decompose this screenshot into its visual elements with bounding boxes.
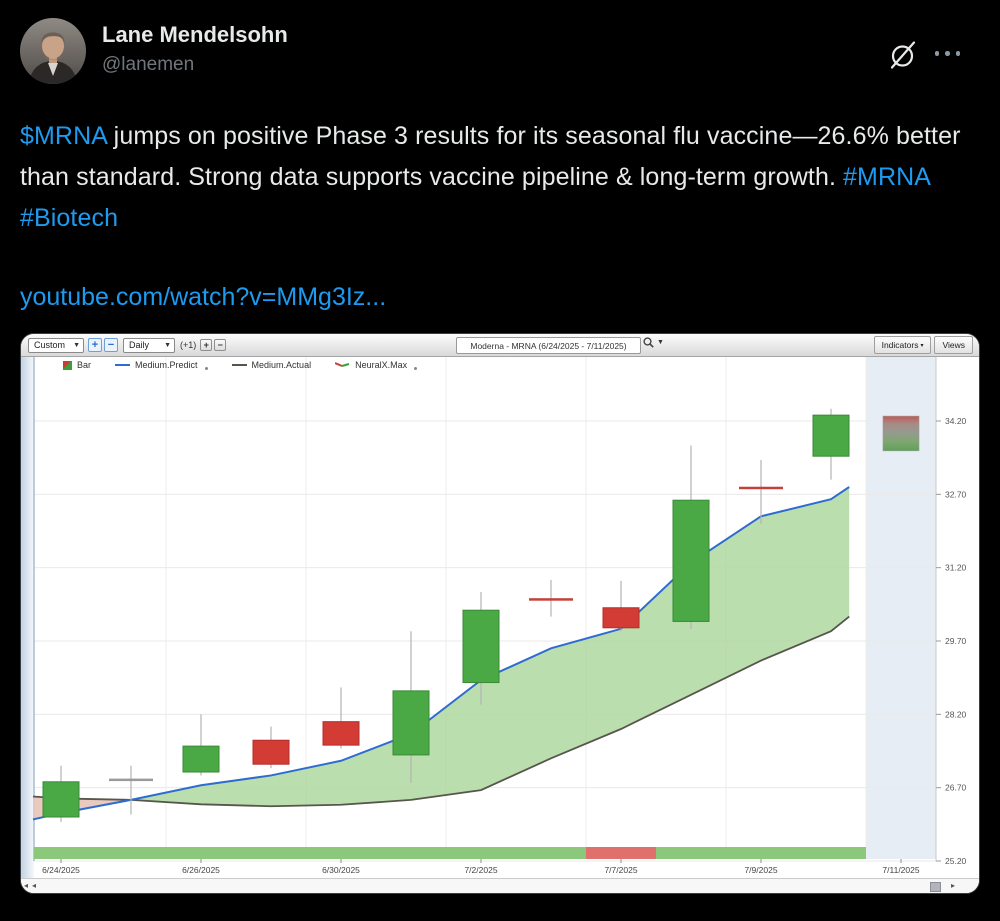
dark-line-icon (231, 363, 247, 367)
external-link-row: youtube.com/watch?v=MMg3Iz... (20, 282, 980, 312)
zoom-in-button[interactable]: + (88, 338, 102, 352)
author-names: Lane Mendelsohn @lanemen (102, 22, 288, 76)
scrollbar-thumb[interactable] (930, 882, 941, 892)
candle-7/2/2025 (462, 592, 500, 705)
step-forward-button[interactable]: + (200, 339, 213, 351)
tweet-post: Lane Mendelsohn @lanemen $MRNA jumps on … (20, 18, 980, 894)
settings-dot-icon (204, 366, 208, 370)
legend-item-neuralx-max[interactable]: NeuralX.Max (335, 360, 418, 370)
svg-text:6/24/2025: 6/24/2025 (42, 865, 80, 875)
chart-plot-area: Bar Medium.Predict Medium.Actual NeuralX… (21, 357, 979, 893)
chart-title: Moderna - MRNA (6/24/2025 - 7/11/2025) (456, 337, 641, 354)
svg-text:34.20: 34.20 (945, 416, 967, 426)
chevron-down-icon[interactable]: ▼ (657, 339, 664, 346)
predict-line (32, 486, 850, 821)
svg-text:7/7/2025: 7/7/2025 (604, 865, 637, 875)
svg-text:7/9/2025: 7/9/2025 (744, 865, 777, 875)
chevron-down-icon: ▼ (73, 341, 80, 349)
views-button[interactable]: Views (934, 336, 973, 354)
tweet-header: Lane Mendelsohn @lanemen (20, 18, 980, 84)
bar-offset-label: (+1) (180, 340, 197, 350)
y-axis-labels: 34.20 32.70 31.20 29.70 28.20 26.70 25.20 (936, 416, 967, 866)
step-back-button[interactable]: − (214, 339, 227, 351)
red-green-line-icon (335, 362, 350, 367)
left-gutter (21, 357, 34, 879)
tweet-text: $MRNA jumps on positive Phase 3 results … (20, 116, 980, 239)
interval-select[interactable]: Daily ▼ (123, 337, 175, 353)
actual-line (32, 615, 850, 808)
svg-text:25.20: 25.20 (945, 856, 967, 866)
svg-text:6/30/2025: 6/30/2025 (322, 865, 360, 875)
youtube-link[interactable]: youtube.com/watch?v=MMg3Iz... (20, 283, 387, 311)
avatar-portrait (20, 18, 86, 84)
svg-text:6/26/2025: 6/26/2025 (182, 865, 220, 875)
range-select[interactable]: Custom ▼ (28, 337, 84, 353)
band-green (131, 487, 850, 807)
svg-text:26.70: 26.70 (945, 783, 967, 793)
legend-item-bar[interactable]: Bar (63, 360, 91, 370)
candle-6/25/2025 (109, 765, 153, 815)
svg-text:31.20: 31.20 (945, 563, 967, 573)
legend-item-medium-actual[interactable]: Medium.Actual (231, 360, 311, 370)
candle-7/3/2025 (529, 579, 573, 617)
hashtag-links[interactable]: #MRNA #Biotech (20, 163, 930, 232)
chevron-down-icon: ▼ (164, 341, 171, 349)
zoom-out-button[interactable]: − (104, 338, 118, 352)
more-menu-icon[interactable] (934, 51, 960, 56)
x-axis-labels: 6/24/2025 6/26/2025 6/30/2025 7/2/2025 7/7/2… (42, 859, 920, 875)
chart-toolbar: Custom ▼ + − Daily ▼ (+1) + − Moderna - MR… (21, 334, 979, 357)
blue-line-icon (115, 363, 131, 367)
candle-7/8/2025 (672, 445, 710, 629)
svg-text:28.20: 28.20 (945, 709, 967, 719)
chart-legend: Bar Medium.Predict Medium.Actual NeuralX… (63, 360, 418, 370)
author-handle[interactable]: @lanemen (102, 54, 195, 75)
settings-dot-icon (414, 366, 418, 370)
legend-item-medium-predict[interactable]: Medium.Predict (115, 360, 208, 370)
candle-7/10/2025 (812, 408, 850, 480)
candles (42, 408, 920, 822)
search-icon[interactable] (643, 337, 654, 348)
chart-image-card[interactable]: Custom ▼ + − Daily ▼ (+1) + − Moderna - MR… (20, 333, 980, 894)
grok-icon[interactable] (888, 40, 918, 70)
avatar[interactable] (20, 18, 86, 84)
candle-6/26/2025 (182, 714, 220, 776)
candle-7/9/2025 (739, 460, 783, 524)
cashtag-link[interactable]: $MRNA (20, 122, 107, 150)
svg-text:29.70: 29.70 (945, 636, 967, 646)
bar-swatch-icon (63, 360, 72, 370)
svg-text:7/2/2025: 7/2/2025 (464, 865, 497, 875)
signal-strip (33, 847, 866, 859)
indicators-button[interactable]: Indicators ▾ (873, 336, 932, 354)
candle-6/24/2025 (42, 765, 80, 822)
candle-6/27/2025 (252, 726, 290, 769)
author-name[interactable]: Lane Mendelsohn (102, 22, 288, 47)
svg-text:32.70: 32.70 (945, 489, 967, 499)
candle-7/1/2025 (392, 631, 430, 783)
candle-7/11/2025 (882, 415, 920, 452)
scroll-right-arrow[interactable]: ▸ (950, 881, 955, 890)
candle-6/30/2025 (322, 687, 360, 749)
price-chart-svg: 34.20 32.70 31.20 29.70 28.20 26.70 25.20 6/24/… (21, 357, 967, 879)
candle-7/7/2025 (602, 580, 640, 632)
svg-text:7/11/2025: 7/11/2025 (882, 865, 919, 875)
chart-scrollbar[interactable]: ◂◂ ▸ (21, 878, 979, 893)
tweet-text-plain: jumps on positive Phase 3 results for it… (20, 122, 961, 191)
chevron-down-icon: ▾ (920, 342, 924, 349)
scroll-left-arrows[interactable]: ◂◂ (24, 881, 41, 890)
